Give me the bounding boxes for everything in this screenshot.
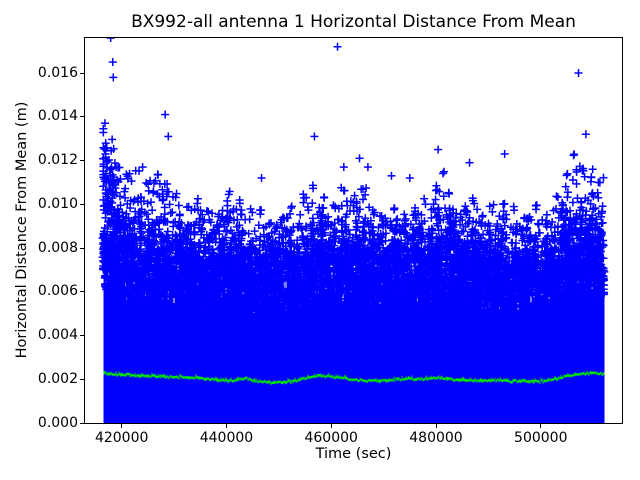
y-tick-mark [80,203,84,205]
y-axis-label: Horizontal Distance From Mean (m) [14,101,30,359]
x-tick-mark [330,424,332,428]
y-tick-label: 0.010 [37,195,78,212]
x-tick-label: 480000 [409,430,463,446]
x-tick-mark [225,424,227,428]
y-tick-mark [80,378,84,380]
y-tick-label: 0.002 [37,370,78,387]
y-tick-mark [80,72,84,74]
y-tick-mark [80,116,84,118]
x-tick-mark [540,424,542,428]
plot-area [84,37,623,424]
x-tick-label: 500000 [514,430,568,446]
x-tick-label: 460000 [304,430,358,446]
x-axis-label: Time (sec) [315,446,392,462]
y-tick-label: 0.016 [37,64,78,81]
y-tick-label: 0.008 [37,239,78,256]
y-tick-label: 0.006 [37,283,78,300]
y-tick-mark [80,291,84,293]
y-tick-mark [80,422,84,424]
x-tick-label: 420000 [94,430,149,446]
chart-title: BX992-all antenna 1 Horizontal Distance … [131,12,576,32]
scatter-canvas [85,38,622,423]
y-tick-mark [80,247,84,249]
y-tick-mark [80,335,84,336]
x-tick-mark [435,424,437,428]
y-tick-mark [80,160,84,161]
y-tick-label: 0.014 [37,108,78,125]
y-tick-label: 0.004 [37,327,78,343]
y-tick-label: 0.000 [37,414,78,431]
y-tick-label: 0.012 [37,152,78,168]
x-tick-label: 440000 [199,430,254,446]
x-tick-mark [121,424,123,428]
